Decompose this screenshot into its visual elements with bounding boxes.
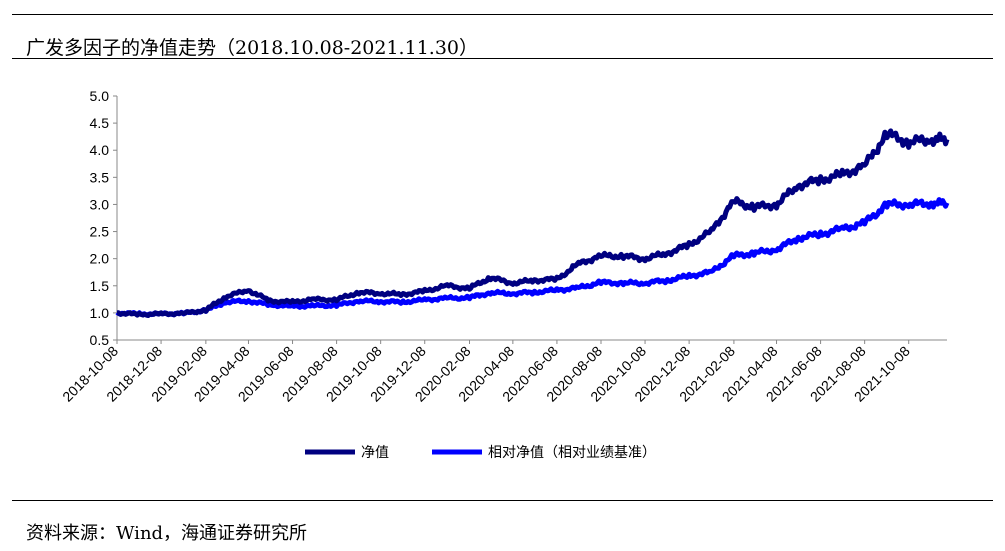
y-tick-label: 2.0 (90, 251, 110, 267)
y-tick-label: 4.0 (90, 142, 110, 158)
y-tick-label: 1.5 (90, 278, 110, 294)
title-rule (12, 58, 993, 59)
legend-label: 净值 (361, 444, 389, 460)
series-line-benchmark (115, 197, 950, 318)
y-tick-label: 1.0 (90, 305, 110, 321)
y-tick-label: 0.5 (90, 332, 110, 348)
y-tick-label: 3.0 (90, 196, 110, 212)
legend-label: 相对净值（相对业绩基准） (488, 444, 656, 460)
chart-title: 广发多因子的净值走势（2018.10.08-2021.11.30） (26, 37, 478, 59)
y-tick-label: 3.5 (90, 169, 110, 185)
y-tick-label: 4.5 (90, 115, 110, 131)
line-chart: 0.51.01.52.02.53.03.54.04.55.02018-10-08… (59, 88, 950, 460)
y-tick-label: 2.5 (90, 224, 110, 240)
top-rule (12, 14, 993, 15)
bottom-rule (12, 500, 993, 501)
y-tick-label: 5.0 (90, 88, 110, 104)
series-line-nav (115, 128, 950, 318)
source-note: 资料来源：Wind，海通证券研究所 (26, 523, 308, 544)
